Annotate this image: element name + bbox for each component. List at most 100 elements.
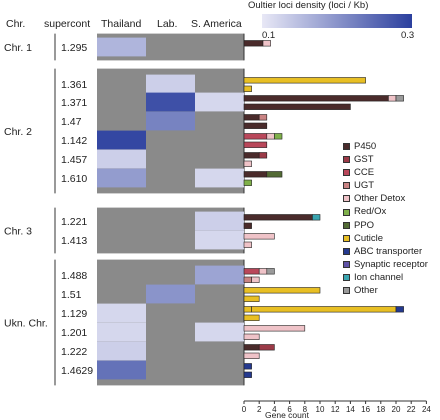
bar-segment (243, 363, 252, 370)
header-chr: Chr. (6, 18, 26, 30)
heatmap-cell (97, 37, 146, 57)
colorbar (262, 14, 412, 28)
supercont-label: 1.129 (61, 308, 87, 320)
legend-item: Red/Ox (343, 205, 428, 218)
legend-label: P450 (354, 141, 377, 152)
legend: P450 GST CCE UGT Other Detox Red/Ox PPO … (343, 140, 428, 297)
legend-label: PPO (354, 219, 375, 231)
bar-segment (258, 114, 268, 121)
x-tick-label: 16 (361, 405, 370, 414)
legend-label: ABC transporter (354, 245, 423, 257)
header-s-america: S. America (191, 18, 242, 30)
bar-segment (258, 268, 268, 275)
heatmap-cell (146, 92, 195, 112)
chromosome-group-label: Chr. 3 (4, 226, 32, 238)
heatmap-cell (97, 149, 146, 169)
bar-segment (258, 344, 275, 351)
bar-segment (243, 160, 252, 167)
bar-segment (243, 287, 321, 294)
heatmap-cell (97, 303, 146, 323)
legend-label: GST (354, 154, 374, 166)
heatmap-cell (195, 168, 244, 188)
x-tick-label: 0 (242, 405, 247, 414)
bar-segment (243, 95, 389, 102)
bar-segment (266, 133, 275, 140)
legend-swatch (343, 221, 350, 229)
bar-segment (243, 122, 268, 129)
legend-swatch (343, 156, 350, 164)
bar-segment (274, 133, 283, 140)
heatmap-cell (195, 230, 244, 250)
bar-segment (243, 222, 252, 229)
legend-label: Other (354, 285, 378, 297)
legend-swatch (343, 169, 350, 177)
legend-item: UGT (343, 179, 428, 192)
heatmap-cell (97, 341, 146, 361)
x-tick-label: 8 (303, 405, 308, 414)
supercont-label: 1.488 (61, 270, 87, 282)
legend-item: Synaptic receptor (343, 258, 428, 271)
legend-swatch (343, 234, 350, 242)
supercont-label: 1.201 (61, 327, 87, 339)
bar-segment (388, 95, 397, 102)
supercont-label: 1.47 (61, 116, 82, 128)
legend-label: Other Detox (354, 193, 406, 205)
bar-segment (266, 268, 275, 275)
heatmap-cell (195, 322, 244, 342)
legend-label: UGT (354, 180, 375, 192)
bar-segment (251, 276, 260, 283)
x-axis-label: Gene count (265, 410, 310, 420)
x-tick-label: 2 (257, 405, 262, 414)
legend-swatch (343, 287, 350, 295)
chromosome-group-label: Chr. 2 (4, 126, 32, 138)
legend-label: Synaptic receptor (354, 258, 428, 270)
bar-segment (243, 371, 252, 378)
supercont-label: 1.413 (61, 235, 87, 247)
bar-segment (243, 77, 366, 84)
heatmap-cell (97, 130, 146, 150)
heatmap-cell (195, 265, 244, 285)
legend-label: CCE (354, 167, 375, 179)
legend-item: Other Detox (343, 192, 428, 205)
bar-segment (243, 276, 252, 283)
legend-label: Cuticle (354, 232, 384, 244)
supercont-label: 1.221 (61, 216, 87, 228)
x-tick-label: 22 (407, 405, 416, 414)
bar-segment (243, 40, 264, 47)
heatmap-cell (146, 111, 195, 131)
bar-segment (243, 306, 252, 313)
supercont-label: 1.142 (61, 135, 87, 147)
supercont-label: 1.51 (61, 289, 82, 301)
bar-segment (243, 233, 275, 240)
supercont-label: 1.295 (61, 42, 87, 54)
heatmap-cell (97, 168, 146, 188)
legend-item: GST (343, 153, 428, 166)
legend-label: Red/Ox (354, 206, 387, 218)
legend-swatch (343, 143, 350, 151)
legend-swatch (343, 273, 350, 281)
bar-segment (243, 85, 252, 92)
bar-segment (243, 241, 252, 248)
x-tick-label: 14 (346, 405, 355, 414)
bar-segment (243, 333, 260, 340)
bar-segment (243, 114, 260, 121)
x-tick-label: 12 (331, 405, 340, 414)
bar-segment (258, 152, 268, 159)
bar-segment (243, 344, 260, 351)
legend-label: Ion channel (354, 271, 404, 283)
heatmap-cell (97, 360, 146, 380)
bar-segment (243, 133, 268, 140)
legend-swatch (343, 182, 350, 190)
heatmap-cell (195, 92, 244, 112)
legend-item: CCE (343, 166, 428, 179)
heatmap-cell (97, 322, 146, 342)
chromosome-group-label: Ukn. Chr. (4, 318, 48, 330)
legend-item: Cuticle (343, 232, 428, 245)
heatmap-cell (146, 284, 195, 304)
bar-segment (312, 214, 321, 221)
legend-item: P450 (343, 140, 428, 153)
x-tick-label: 18 (376, 405, 385, 414)
x-tick-label: 10 (316, 405, 325, 414)
